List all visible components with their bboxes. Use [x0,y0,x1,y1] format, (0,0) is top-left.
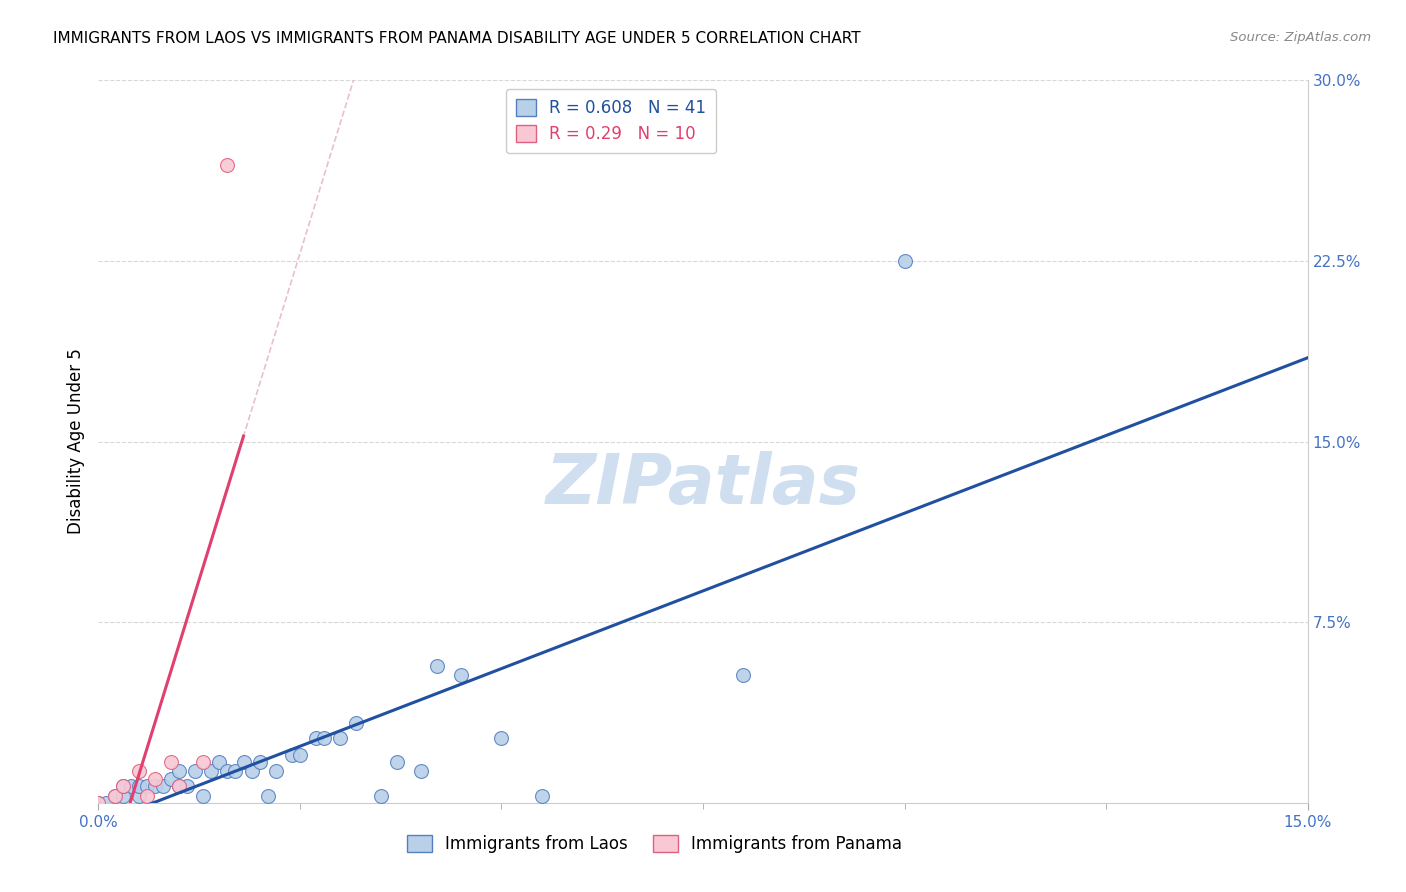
Point [305,731,328,745]
Point [111,789,134,803]
Point [240,764,263,779]
Point [193,755,215,769]
Point [200,764,222,779]
Point [256,789,278,803]
Point [111,779,134,793]
Point [160,755,183,769]
Text: IMMIGRANTS FROM LAOS VS IMMIGRANTS FROM PANAMA DISABILITY AGE UNDER 5 CORRELATIO: IMMIGRANTS FROM LAOS VS IMMIGRANTS FROM … [53,31,860,46]
Point [160,772,183,786]
Point [217,764,239,779]
Point [530,789,553,803]
Point [288,747,311,762]
Point [193,789,215,803]
Legend: Immigrants from Laos, Immigrants from Panama: Immigrants from Laos, Immigrants from Pa… [401,828,910,860]
Point [167,779,190,793]
Point [152,779,174,793]
Point [135,789,157,803]
Point [733,668,755,682]
Point [208,755,231,769]
Y-axis label: Disability Age Under 5: Disability Age Under 5 [66,349,84,534]
Point [450,668,472,682]
Point [87,796,110,810]
Point [96,796,118,810]
Point [893,253,915,268]
Point [167,779,190,793]
Point [143,779,166,793]
Point [264,764,287,779]
Point [314,731,336,745]
Point [176,779,198,793]
Point [409,764,432,779]
Point [329,731,352,745]
Point [128,779,150,793]
Point [128,764,150,779]
Point [167,764,190,779]
Point [143,772,166,786]
Point [491,731,513,745]
Point [249,755,271,769]
Point [184,764,207,779]
Point [120,779,142,793]
Point [281,747,304,762]
Point [111,779,134,793]
Text: ZIPatlas: ZIPatlas [546,451,860,518]
Point [385,755,408,769]
Point [135,779,157,793]
Point [232,755,254,769]
Point [103,789,125,803]
Point [103,789,125,803]
Point [128,789,150,803]
Point [224,764,246,779]
Point [87,796,110,810]
Point [426,658,449,673]
Point [217,157,239,171]
Point [344,716,367,731]
Point [370,789,392,803]
Text: Source: ZipAtlas.com: Source: ZipAtlas.com [1230,31,1371,45]
